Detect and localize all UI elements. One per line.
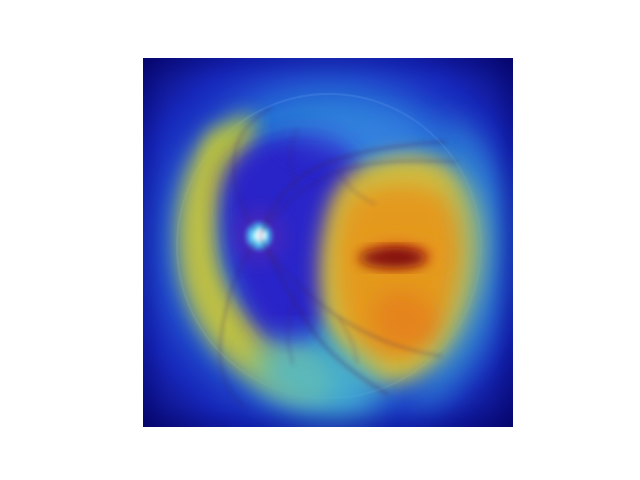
retinal-vessels (219, 107, 458, 409)
peak-attention-core (359, 248, 427, 268)
left-attention-arc (177, 128, 335, 401)
optic-region-low-attention (220, 131, 369, 351)
upper-left-attention (210, 115, 257, 182)
lower-hotspot-extension (373, 290, 438, 351)
lower-cyan-band (254, 339, 379, 420)
heatmap-overlay (143, 58, 513, 427)
right-cyan-band (412, 118, 501, 412)
fundus-heatmap-image (143, 58, 513, 427)
